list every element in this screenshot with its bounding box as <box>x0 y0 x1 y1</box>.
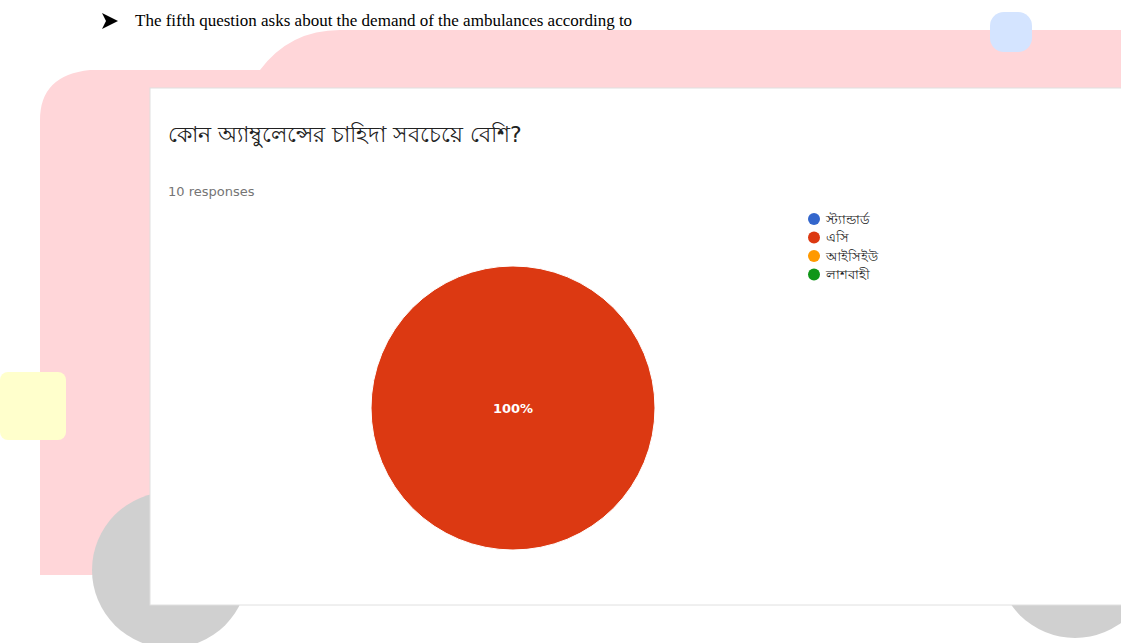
legend-label: এসি <box>826 230 849 245</box>
pie <box>371 266 655 550</box>
legend-swatch <box>808 232 820 244</box>
ambulance-lamp <box>0 372 66 440</box>
legend-swatch <box>808 213 820 225</box>
ambulance-light <box>990 12 1032 52</box>
bullet <box>102 13 118 29</box>
legend-label: লাশবাহী <box>825 267 870 282</box>
data-label: 100% <box>493 401 533 416</box>
card <box>150 88 1121 605</box>
pie-slice <box>513 266 514 408</box>
page: The fifth question asks about the demand… <box>0 0 1121 643</box>
background <box>0 12 1121 643</box>
pie-slice <box>371 266 655 550</box>
chart-subtitle: 10 responses <box>168 184 255 199</box>
data-labels: 100% <box>493 401 533 416</box>
legend-swatch <box>808 269 820 281</box>
legend-swatch <box>808 250 820 262</box>
legend: স্ট্যান্ডার্ড এসি আইসিইউ লাশবাহী <box>808 212 879 283</box>
paragraph: The fifth question asks about the demand… <box>135 11 632 30</box>
legend-label: স্ট্যান্ডার্ড <box>825 212 870 227</box>
legend-label: আইসিইউ <box>825 249 879 264</box>
chart-title: কোন অ্যাম্বুলেন্সের চাহিদা সবচেয়ে বেশি? <box>168 122 522 148</box>
pie-slice <box>513 266 514 408</box>
